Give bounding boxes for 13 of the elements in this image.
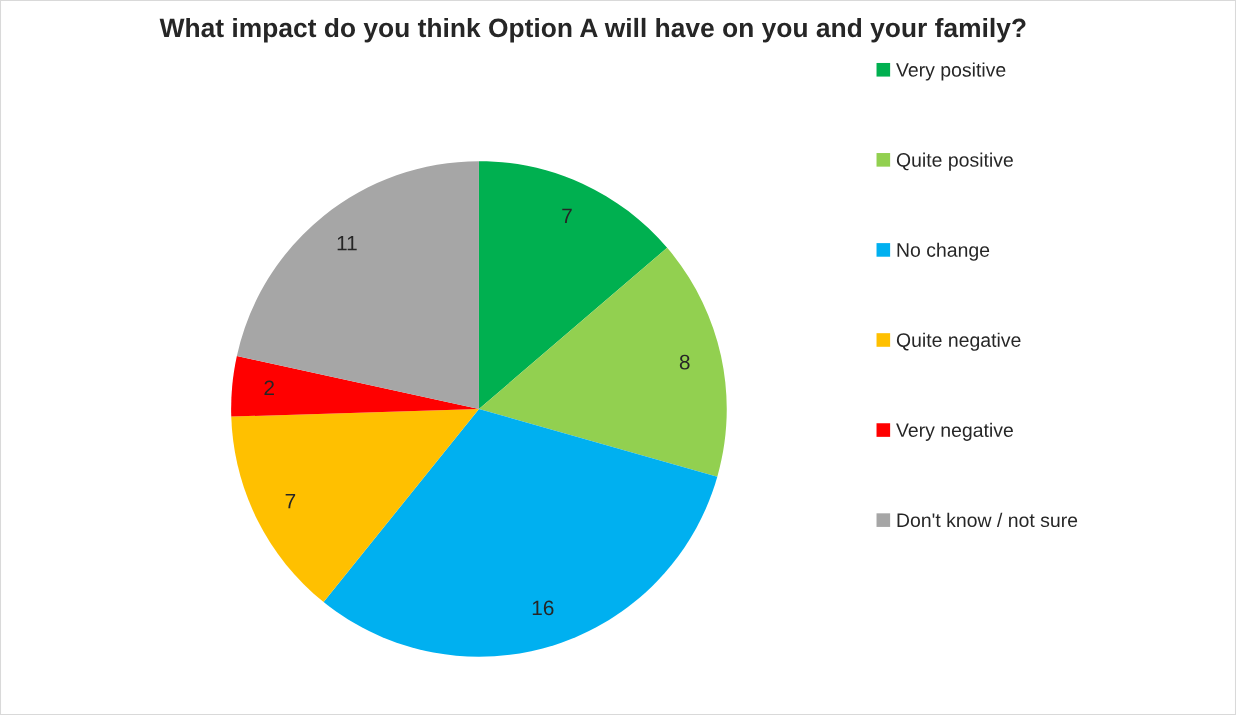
data-label: 7 xyxy=(562,208,572,223)
data-label: 8 xyxy=(679,354,690,370)
data-label: 2 xyxy=(264,380,274,395)
data-label: 7 xyxy=(285,493,296,509)
data-label: 16 xyxy=(532,600,554,616)
legend-label: Quite positive xyxy=(896,152,1013,171)
legend-label: No change xyxy=(897,242,990,261)
legend-label: Don't know / not sure xyxy=(897,512,1078,528)
chart-title: What impact do you think Option A will have on you and your family? xyxy=(159,17,1026,43)
data-label: 11 xyxy=(337,235,357,251)
legend-label: Quite negative xyxy=(896,332,1021,351)
legend-label: Very positive xyxy=(896,62,1006,81)
legend-label: Very negative xyxy=(896,422,1013,441)
